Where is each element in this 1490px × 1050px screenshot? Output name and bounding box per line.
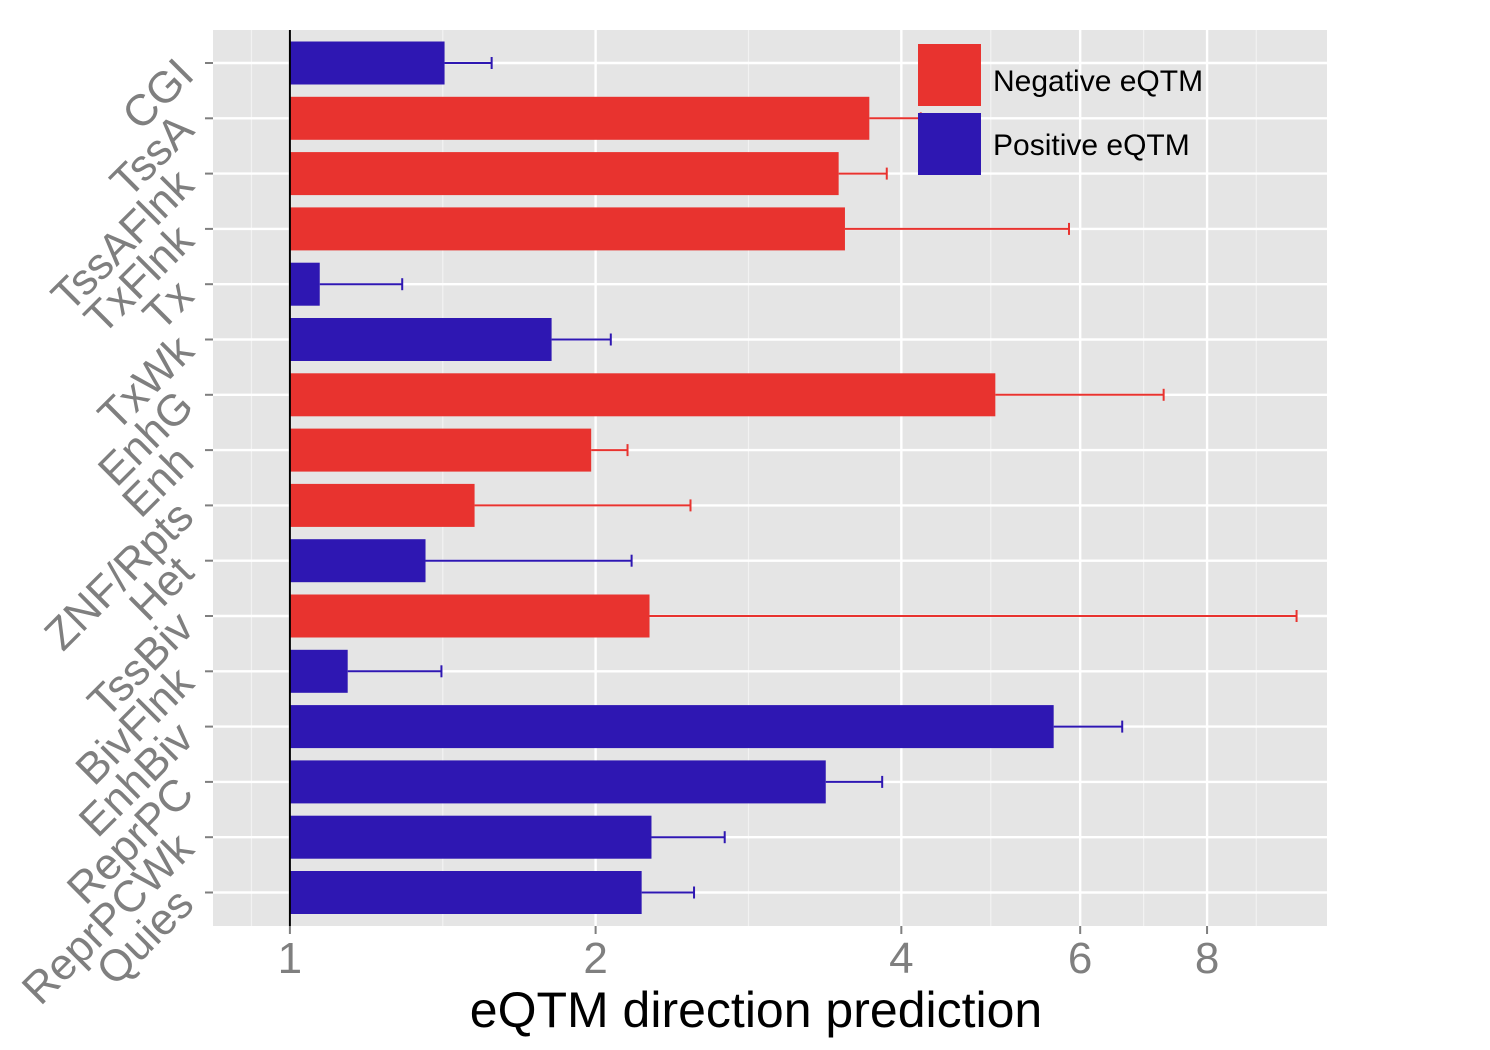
x-tick-label: 8 xyxy=(1195,934,1219,983)
y-tick-labels: CGITssATssAFlnkTxFlnkTxTxWkEnhGEnhZNF/Rp… xyxy=(13,49,204,1013)
legend-label-positive: Positive eQTM xyxy=(993,129,1190,162)
bar xyxy=(289,96,870,140)
bar xyxy=(289,152,839,196)
bar xyxy=(289,649,348,693)
bar xyxy=(289,262,320,306)
bar xyxy=(289,594,650,638)
legend-swatch-negative xyxy=(918,44,981,106)
bars-layer xyxy=(289,41,1054,914)
bar xyxy=(289,41,445,85)
errorbars-layer xyxy=(319,57,1298,899)
bar xyxy=(289,871,642,914)
bar xyxy=(289,318,552,361)
bar xyxy=(289,207,845,251)
bar xyxy=(289,539,426,583)
bar xyxy=(289,428,592,472)
x-tick-marks xyxy=(288,926,1209,934)
bar xyxy=(289,483,475,527)
x-tick-label: 2 xyxy=(583,934,607,983)
bar xyxy=(289,373,996,417)
bar xyxy=(289,815,652,859)
x-axis-title: eQTM direction prediction xyxy=(470,982,1042,1038)
bar xyxy=(289,760,826,804)
legend: Negative eQTM Positive eQTM xyxy=(918,44,1203,175)
x-tick-label: 4 xyxy=(889,934,913,983)
bar xyxy=(289,705,1054,749)
legend-swatch-positive xyxy=(918,113,981,175)
y-tick-marks xyxy=(205,62,213,894)
x-tick-label: 6 xyxy=(1068,934,1092,983)
x-tick-labels: 1 2 4 6 8 xyxy=(278,934,1220,983)
legend-label-negative: Negative eQTM xyxy=(993,65,1203,98)
x-tick-label: 1 xyxy=(278,934,302,983)
